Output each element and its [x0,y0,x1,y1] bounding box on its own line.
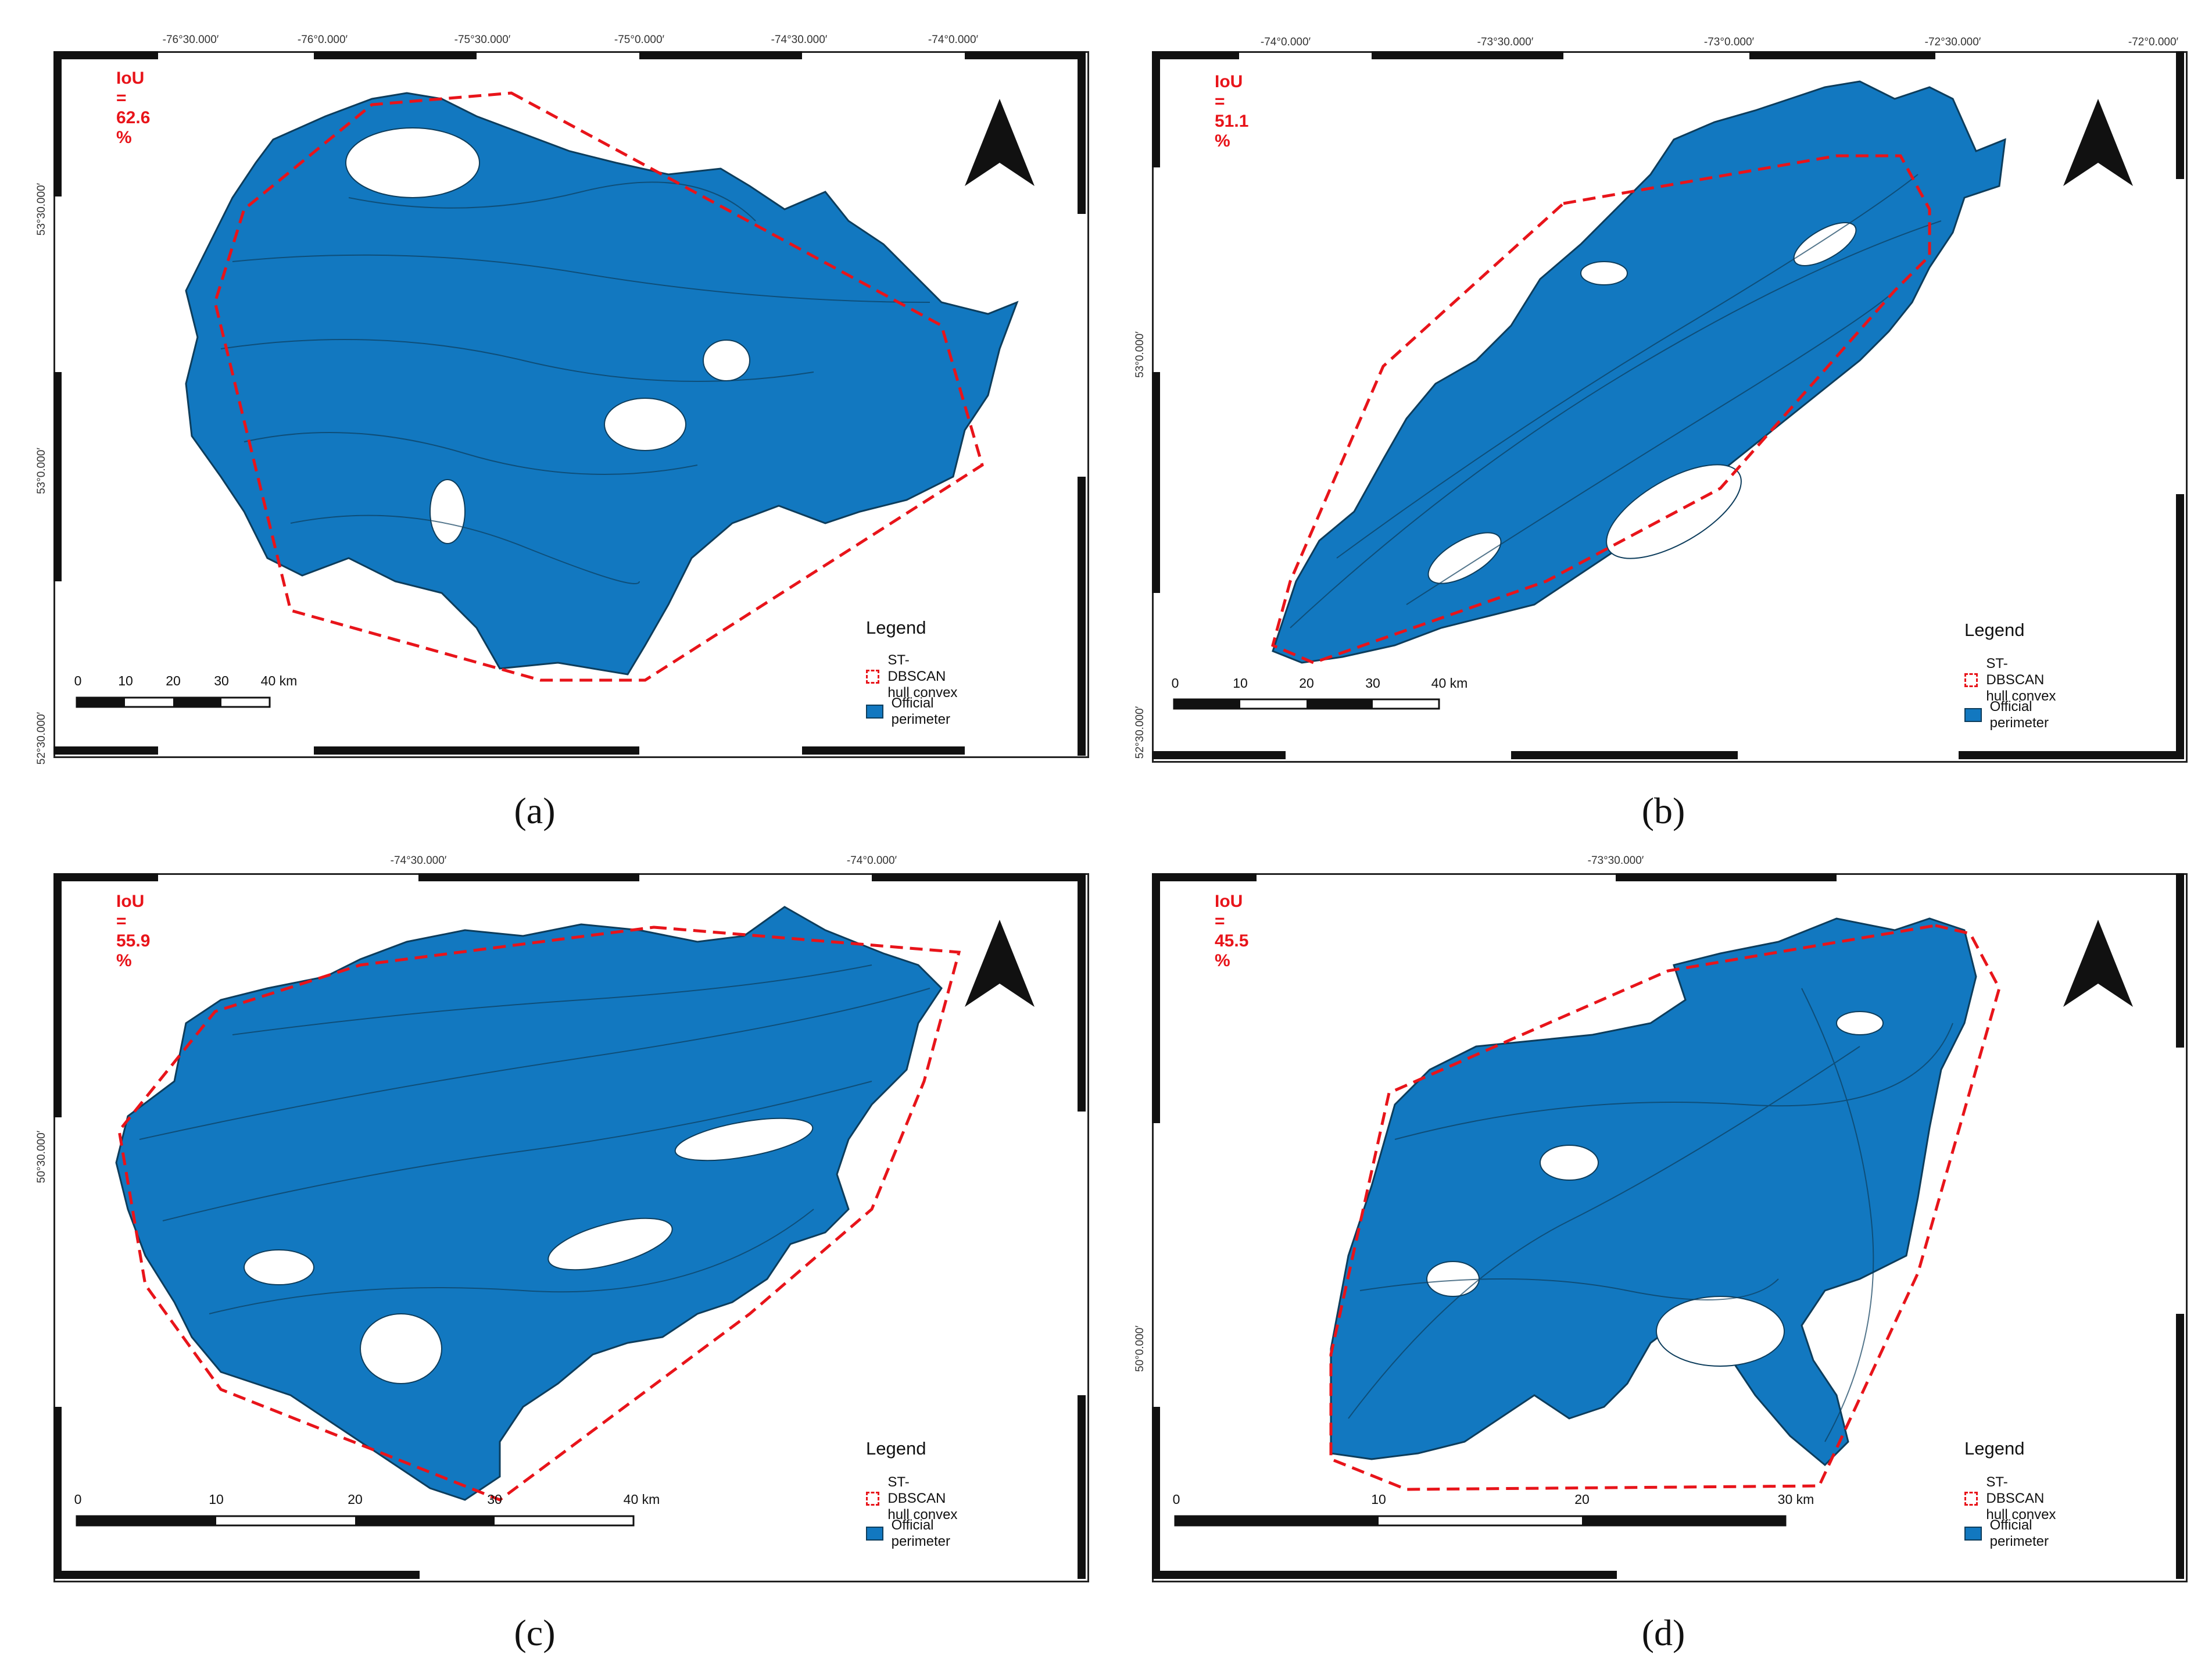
scale-label: 10 [118,673,133,688]
panel-caption: (b) [1641,790,1685,831]
lon-tick: -75°30.000′ [454,34,511,46]
lon-tick: -73°30.000′ [1477,36,1534,48]
iou-label: IoU = 45.5 % [1215,892,1249,970]
legend-title: Legend [866,617,926,638]
scale-label: 20 [166,673,181,688]
scale-label: 10 [1371,1492,1386,1507]
lon-tick: -76°0.000′ [297,34,348,46]
perimeter-swatch [866,1527,883,1541]
legend-perimeter-label: Official perimeter [1989,1517,2049,1549]
lon-tick: -74°0.000′ [846,855,897,867]
hull-swatch [866,1492,880,1506]
scale-label: 20 [1299,676,1314,691]
lat-tick: 50°30.000′ [35,1130,48,1184]
perimeter-swatch [1964,708,1982,722]
legend-title: Legend [1964,620,2025,640]
legend-hull: ST-DBSCAN hull convex [1964,1474,2056,1523]
scale-label: 30 [487,1492,502,1507]
legend-hull: ST-DBSCAN hull convex [866,1474,958,1523]
lat-tick: 53°0.000′ [1134,331,1146,378]
lat-tick: 50°0.000′ [1134,1325,1146,1372]
perimeter-swatch [1964,1527,1982,1541]
scale-label: 20 [1574,1492,1590,1507]
scale-label: 40 km [1431,676,1468,691]
lon-tick: -74°30.000′ [390,855,447,867]
iou-label: IoU = 55.9 % [116,892,151,970]
iou-label: IoU = 51.1 % [1215,72,1249,151]
scale-label: 30 km [1777,1492,1814,1507]
legend-perimeter-label: Official perimeter [891,1517,950,1549]
lon-tick: -72°30.000′ [1924,36,1981,48]
scale-label: 20 [348,1492,363,1507]
scale-label: 10 [1233,676,1248,691]
scale-label: 0 [1171,676,1179,691]
hull-swatch [866,670,880,684]
hull-swatch [1964,673,1978,687]
lon-tick: -73°30.000′ [1587,855,1644,867]
lon-tick: -73°0.000′ [1703,36,1755,48]
lon-tick: -75°0.000′ [614,34,665,46]
scale-label: 0 [1172,1492,1180,1507]
scale-label: 0 [74,1492,82,1507]
legend-title: Legend [866,1438,926,1459]
legend-hull-label: ST-DBSCAN hull convex [887,1474,958,1523]
scale-label: 10 [209,1492,224,1507]
legend-perimeter: Official perimeter [1964,699,2057,731]
hull-swatch [1964,1492,1978,1506]
legend-title: Legend [1964,1438,2025,1459]
lon-tick: -74°30.000′ [771,34,828,46]
scale-label: 30 [1365,676,1380,691]
legend-hull-label: ST-DBSCAN hull convex [1986,1474,2056,1523]
panel-caption: (a) [514,790,556,831]
lon-tick: -72°0.000′ [2128,36,2179,48]
lon-tick: -74°0.000′ [1260,36,1311,48]
legend-perimeter: Official perimeter [866,1517,958,1550]
legend-hull: ST-DBSCAN hull convex [1964,656,2056,705]
scale-label: 30 [214,673,229,688]
legend-hull-label: ST-DBSCAN hull convex [887,652,958,701]
lat-tick: 53°30.000′ [35,183,48,236]
scale-label: 40 km [260,673,298,688]
legend-perimeter: Official perimeter [1964,1517,2057,1550]
legend-hull: ST-DBSCAN hull convex [866,652,958,701]
lat-tick: 52°30.000′ [1134,706,1146,759]
scale-label: 0 [74,673,82,688]
scale-label: 40 km [623,1492,660,1507]
legend-hull-label: ST-DBSCAN hull convex [1986,656,2056,704]
perimeter-swatch [866,705,883,719]
legend-perimeter-label: Official perimeter [1989,699,2049,731]
legend-perimeter: Official perimeter [866,695,958,728]
panel-caption: (d) [1641,1612,1685,1653]
lon-tick: -74°0.000′ [928,34,979,46]
lat-tick: 53°0.000′ [35,448,48,494]
legend-perimeter-label: Official perimeter [891,695,950,727]
lat-tick: 52°30.000′ [35,712,48,765]
iou-label: IoU = 62.6 % [116,69,151,147]
panel-caption: (c) [514,1612,556,1653]
lon-tick: -76°30.000′ [162,34,219,46]
